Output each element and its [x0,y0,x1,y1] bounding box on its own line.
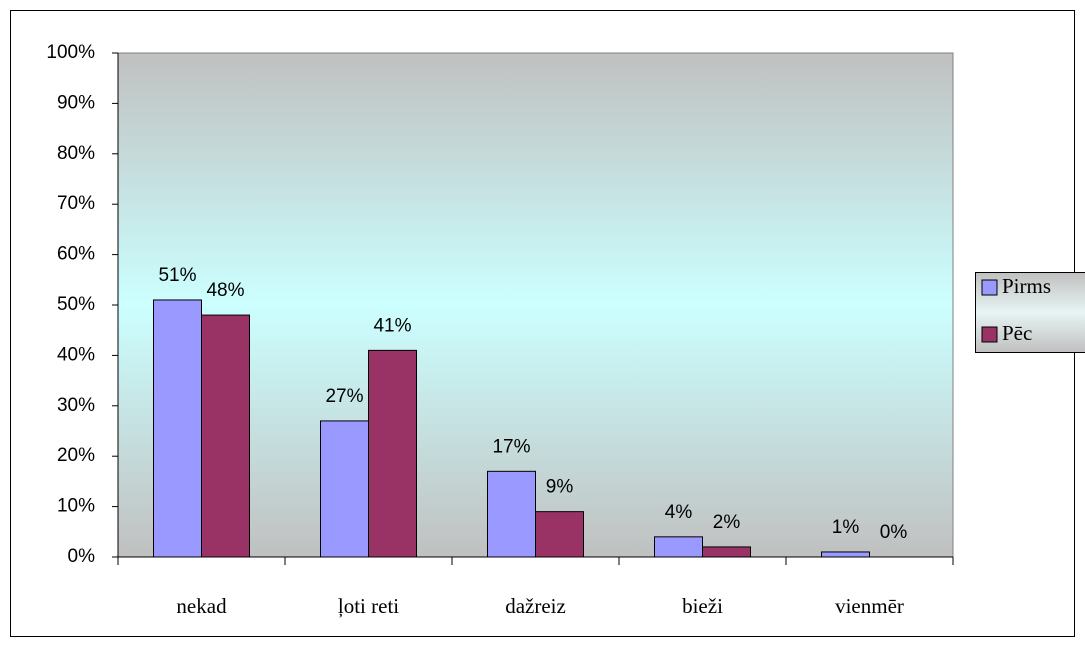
x-tick-label: nekad [176,594,227,618]
data-label: 17% [492,436,530,457]
x-tick-label: ļoti reti [338,594,399,618]
data-label: 27% [325,386,363,407]
legend-label: Pēc [1002,321,1032,345]
x-tick-label: bieži [682,594,723,618]
bar [535,511,584,558]
y-tick-label: 100% [46,42,95,63]
bar [201,314,250,558]
data-label: 48% [206,280,244,301]
bar [487,470,536,558]
bar [702,546,751,558]
y-tick-label: 60% [57,244,95,265]
data-label: 41% [373,315,411,336]
legend-marker [981,279,998,296]
data-label: 0% [880,522,908,543]
data-label: 1% [832,517,860,538]
data-label: 4% [665,502,693,523]
x-tick-label: vienmēr [835,594,904,618]
y-tick-label: 70% [57,193,95,214]
y-tick-label: 50% [57,294,95,315]
bar [153,299,202,558]
y-tick-label: 90% [57,92,95,113]
legend-label: Pirms [1002,274,1051,298]
y-tick-label: 20% [57,445,95,466]
bar [320,420,369,558]
y-tick-label: 40% [57,344,95,365]
legend-marker [981,326,998,343]
data-label: 9% [546,477,574,498]
y-tick-label: 0% [68,546,96,567]
bar [654,536,703,558]
y-tick-label: 10% [57,496,95,517]
bar [368,349,417,558]
y-tick-label: 30% [57,395,95,416]
y-tick-label: 80% [57,143,95,164]
x-tick-label: dažreiz [505,594,566,618]
bar [821,551,870,558]
data-label: 51% [158,265,196,286]
data-label: 2% [713,512,741,533]
